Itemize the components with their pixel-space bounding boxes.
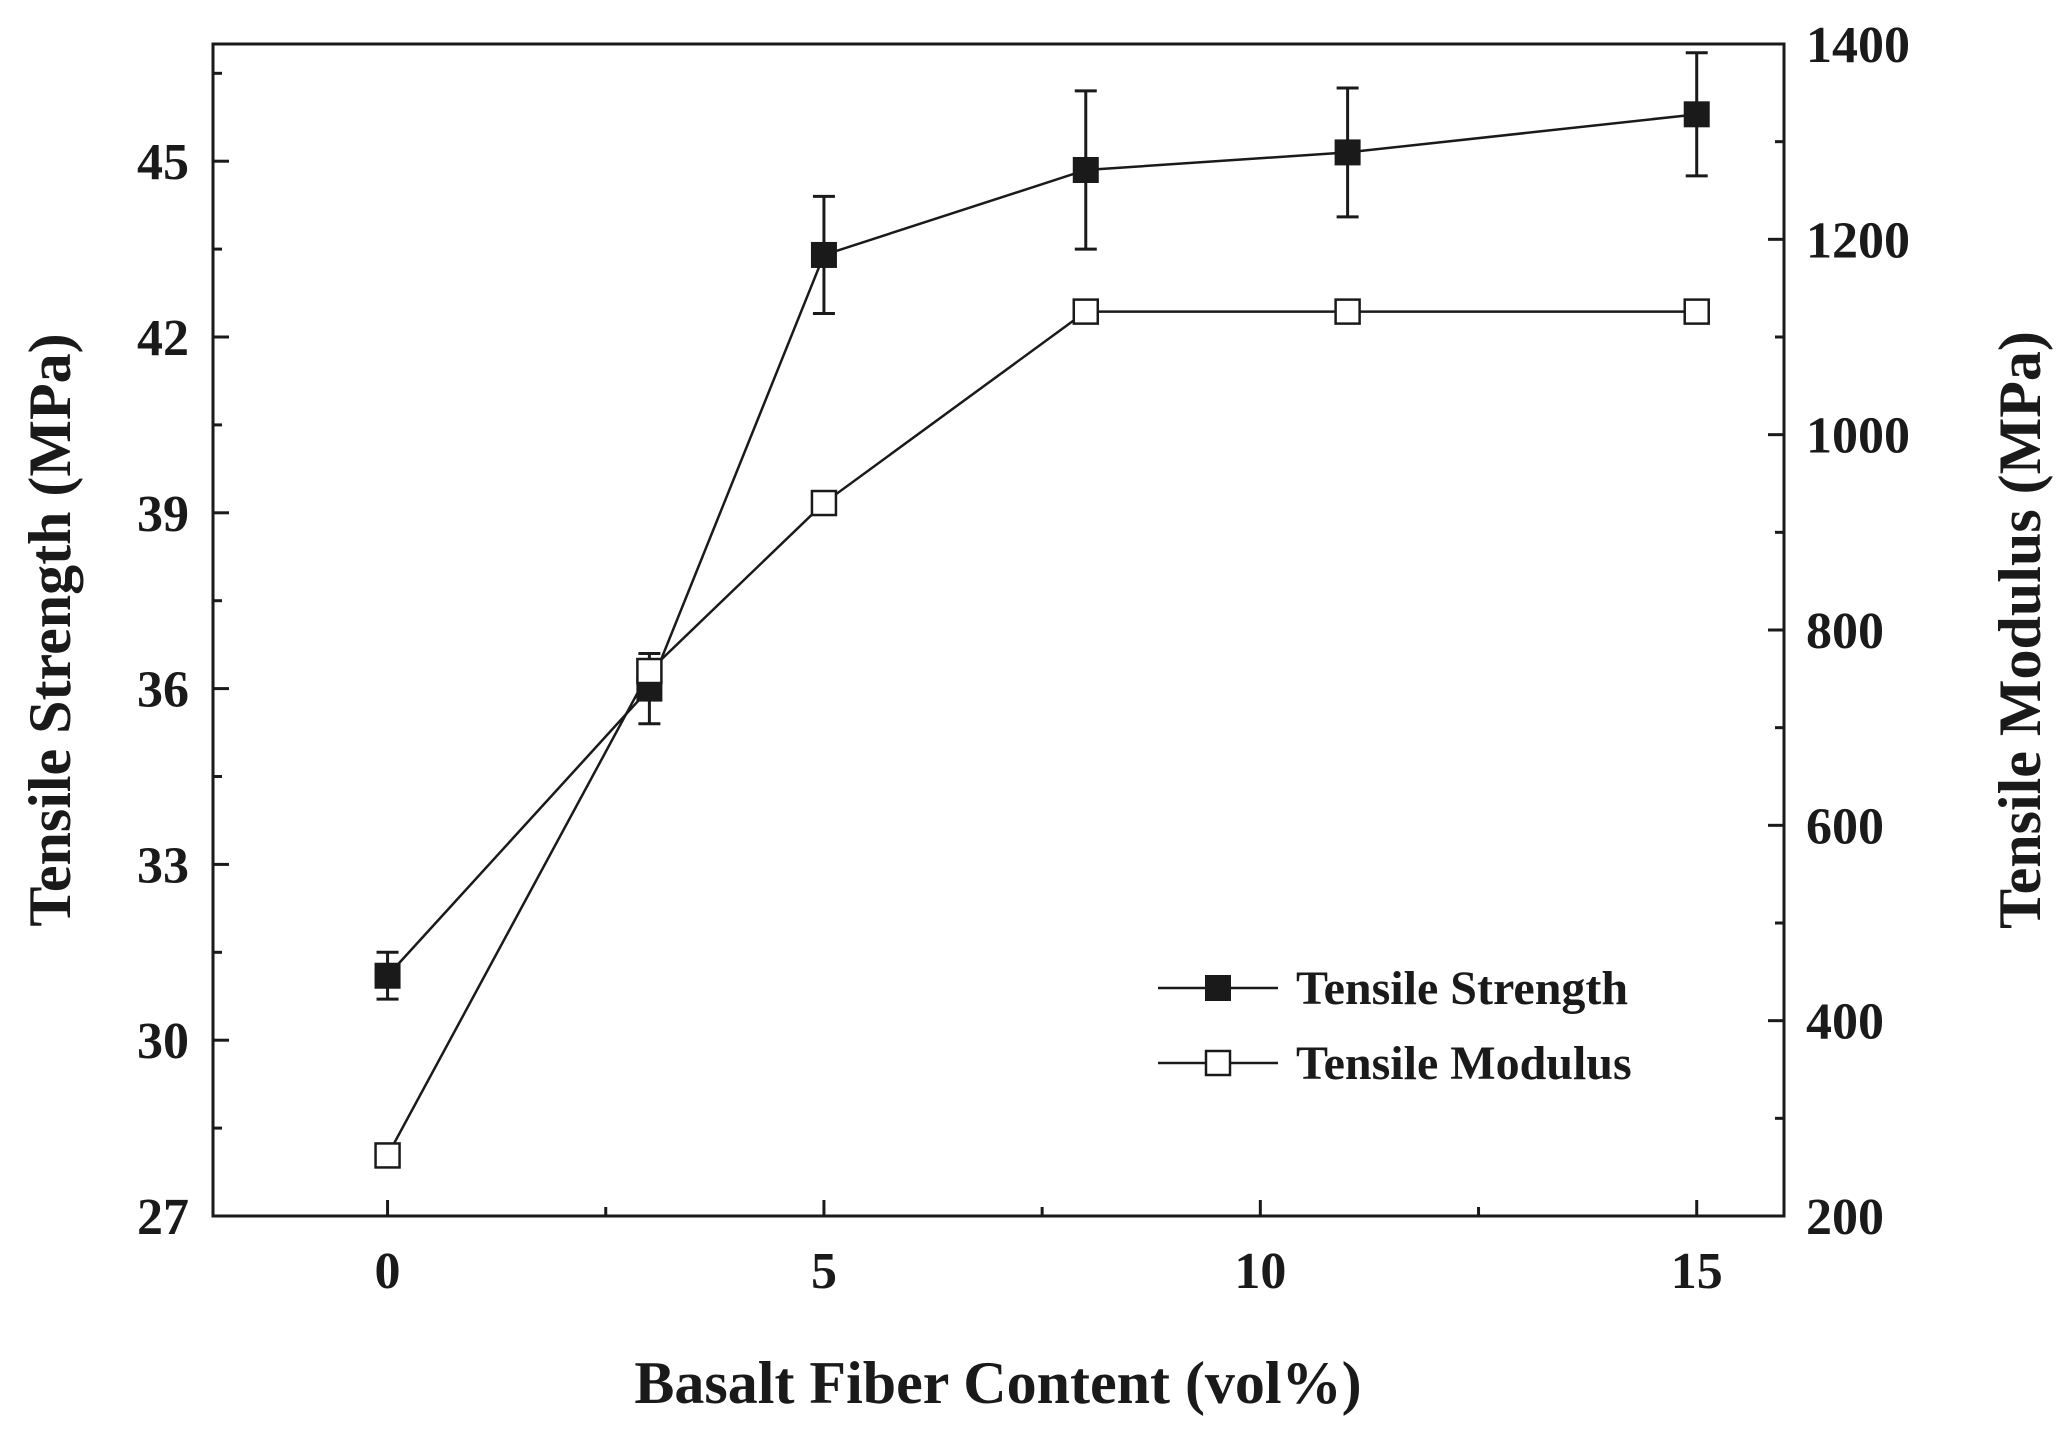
data-point-1-3 [1072,298,1100,325]
x-tick-label: 0 [375,1243,401,1300]
y-right-tick-label: 1400 [1806,17,1910,74]
y-left-tick-label: 42 [137,310,189,367]
data-point-0-4 [1334,139,1361,166]
x-axis-ticks: 0 5 10 15 [375,1200,1723,1300]
data-point-1-4 [1334,298,1361,325]
series-line-0 [386,113,1697,977]
y-left-tick-label: 39 [137,486,189,543]
data-point-0-0 [374,962,401,989]
x-tick-label: 15 [1671,1243,1723,1300]
x-axis-title: Basalt Fiber Content (vol%) [634,1350,1361,1416]
y-left-tick-label: 27 [137,1189,189,1246]
y-right-tick-label: 400 [1806,994,1884,1051]
legend-marker-modulus [1204,1049,1232,1077]
y-right-tick-label: 600 [1806,798,1884,855]
data-point-1-1 [636,657,663,685]
y-left-tick-label: 45 [137,134,189,191]
legend-label-strength: Tensile Strength [1296,962,1628,1015]
data-point-1-5 [1683,298,1710,325]
data-point-0-3 [1072,156,1099,183]
y-left-tick-label: 30 [137,1013,189,1070]
y-right-tick-label: 1200 [1806,212,1910,269]
series-layer [374,51,1710,1169]
y-left-tick-label: 36 [137,662,189,719]
data-point-0-2 [810,241,837,268]
y-left-axis-ticks: 27 30 33 36 39 42 45 [137,71,229,1246]
data-point-0-5 [1683,101,1710,128]
y-right-axis-title: Tensile Modulus (MPa) [1987,331,2053,929]
data-point-1-0 [374,1142,401,1169]
y-right-tick-label: 200 [1806,1189,1884,1246]
legend-marker-strength [1205,975,1231,1001]
y-right-axis-ticks: 200 400 600 800 1000 1200 1400 [1768,17,1910,1246]
legend-label-modulus: Tensile Modulus [1296,1037,1632,1090]
series-line-1 [386,310,1697,1157]
y-left-tick-label: 33 [137,837,189,894]
legend: Tensile Strength Tensile Modulus [1158,962,1632,1090]
x-tick-label: 5 [811,1243,837,1300]
y-left-axis-title: Tensile Strength (MPa) [17,333,83,926]
y-right-tick-label: 1000 [1806,408,1910,465]
y-right-tick-label: 800 [1806,603,1884,660]
x-tick-label: 10 [1234,1243,1286,1300]
data-point-1-2 [810,489,838,517]
